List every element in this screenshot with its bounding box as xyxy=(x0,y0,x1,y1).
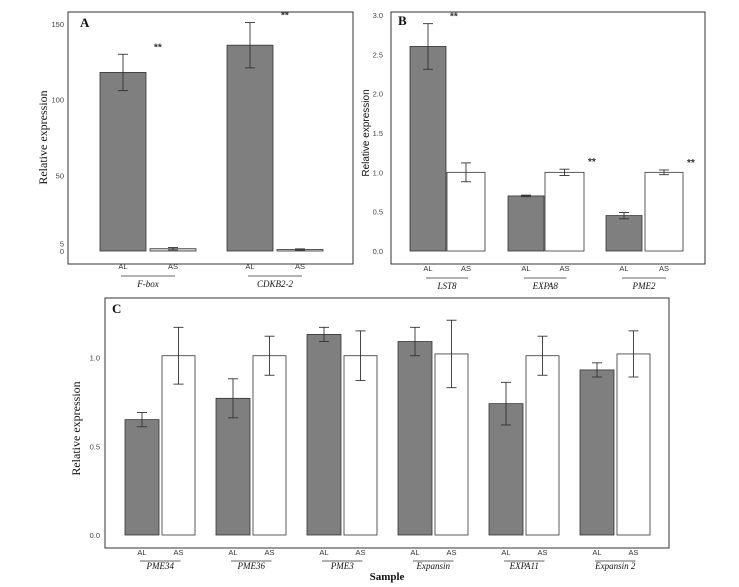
group-label: AS xyxy=(355,548,365,557)
bar-al xyxy=(488,403,524,536)
y-tick-label: 1.0 xyxy=(373,168,383,177)
bar-al xyxy=(409,46,447,252)
gene-label: Expansin 2 xyxy=(594,561,636,571)
y-tick-label: 3.0 xyxy=(373,11,383,20)
x-axis-label: Sample xyxy=(370,571,405,583)
gene-label: F-box xyxy=(136,279,159,289)
y-axis-label: Relative expression xyxy=(69,381,83,475)
bar-al xyxy=(226,44,274,252)
bar-al xyxy=(507,195,545,252)
y-tick-label: 5 xyxy=(60,239,64,248)
gene-label: CDKB2-2 xyxy=(257,279,294,289)
bar-as xyxy=(252,355,287,536)
panel-label: C xyxy=(112,301,121,316)
group-label: AS xyxy=(461,264,471,273)
significance-mark: ** xyxy=(450,12,458,23)
bar-as xyxy=(161,355,196,536)
bar-as xyxy=(616,353,651,536)
gene-label: PME34 xyxy=(146,561,175,571)
y-tick-label: 50 xyxy=(56,171,64,180)
gene-label: Expansin xyxy=(416,561,451,571)
y-axis-label: Relative expression xyxy=(361,89,372,176)
significance-mark: ** xyxy=(588,157,596,168)
gene-label: EXPA11 xyxy=(509,561,539,571)
panel-label: A xyxy=(80,15,90,30)
y-tick-label: 2.5 xyxy=(373,50,383,59)
y-tick-label: 1.5 xyxy=(373,129,383,138)
group-label: AL xyxy=(592,548,601,557)
y-tick-label: 0 xyxy=(60,247,64,256)
y-tick-label: 2.0 xyxy=(373,90,383,99)
group-label: AS xyxy=(537,548,547,557)
gene-label: EXPA8 xyxy=(532,281,559,291)
group-label: AL xyxy=(319,548,328,557)
panel-A: A Relative expression 05 50 100 150 AL ** AS F-bo… xyxy=(36,10,354,289)
bar-al xyxy=(306,334,342,536)
group-label: AS xyxy=(446,548,456,557)
group-label: AS xyxy=(168,262,178,271)
y-tick-label: 150 xyxy=(51,20,64,29)
group-label: AL xyxy=(423,264,432,273)
y-tick-label: 1.0 xyxy=(90,354,100,363)
bar-al xyxy=(99,72,147,252)
significance-mark: ** xyxy=(281,10,289,21)
bar-al xyxy=(215,397,251,536)
significance-mark: ** xyxy=(154,42,162,53)
y-tick-label: 0.5 xyxy=(373,208,383,217)
group-label: AL xyxy=(137,548,146,557)
group-label: AL xyxy=(501,548,510,557)
gene-label: PME3 xyxy=(330,561,354,571)
panel-label: B xyxy=(398,13,407,28)
group-label: AS xyxy=(295,262,305,271)
panel-frame xyxy=(67,11,354,265)
gene-label: PME36 xyxy=(237,561,266,571)
bar-as xyxy=(343,355,378,536)
bar-as xyxy=(446,171,486,252)
panel-frame xyxy=(104,297,670,549)
bar-al xyxy=(605,215,643,252)
panel-frame xyxy=(390,11,706,265)
group-label: AL xyxy=(521,264,530,273)
y-axis-label: Relative expression xyxy=(36,90,50,184)
panel-B: B Relative expression 0.0 0.5 1.0 1.5 2.0 2.5 3.… xyxy=(361,11,706,291)
group-label: AL xyxy=(118,262,127,271)
y-tick-label: 0.5 xyxy=(90,442,100,451)
bar-al xyxy=(579,369,615,536)
bar-al xyxy=(124,419,160,536)
group-label: AS xyxy=(559,264,569,273)
group-label: AL xyxy=(410,548,419,557)
group-label: AS xyxy=(628,548,638,557)
gene-label: PME2 xyxy=(632,281,656,291)
group-label: AS xyxy=(173,548,183,557)
significance-mark: ** xyxy=(687,158,695,169)
bar-al xyxy=(397,341,433,536)
bar-as xyxy=(644,171,684,252)
group-label: AS xyxy=(264,548,274,557)
y-tick-label: 100 xyxy=(51,96,64,105)
bar-as xyxy=(525,355,560,536)
bar-as xyxy=(544,171,585,252)
group-label: AL xyxy=(245,262,254,271)
group-label: AL xyxy=(619,264,628,273)
group-label: AS xyxy=(659,264,669,273)
gene-label: LST8 xyxy=(436,281,457,291)
y-tick-label: 0.0 xyxy=(373,247,383,256)
y-tick-label: 0.0 xyxy=(90,531,100,540)
group-label: AL xyxy=(228,548,237,557)
